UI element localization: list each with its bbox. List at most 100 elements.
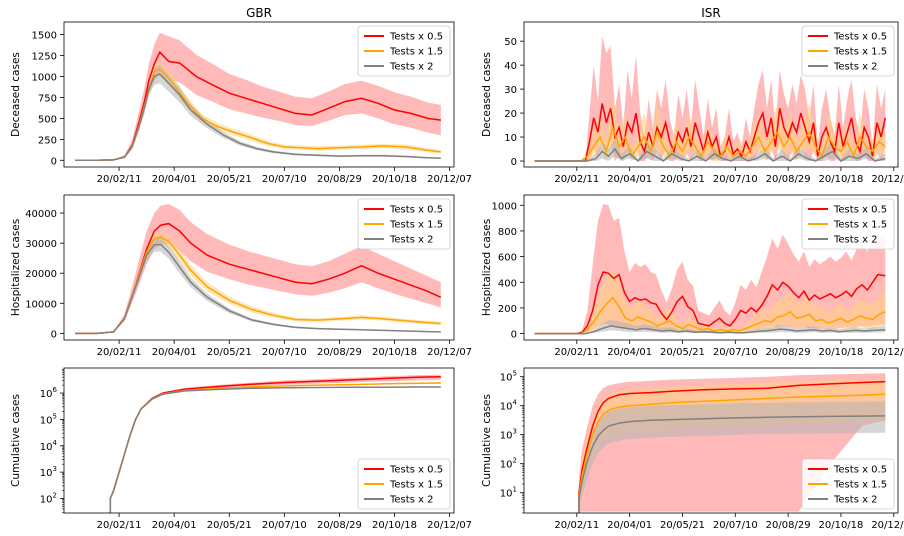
x-tick-label: 20/12/07 xyxy=(427,174,472,185)
x-tick-label: 20/02/11 xyxy=(554,347,599,358)
axes-frame xyxy=(63,367,455,514)
legend-label: Tests x 2 xyxy=(389,235,434,246)
x-tick-label: 20/02/11 xyxy=(97,174,142,185)
series-tests-x-2-line xyxy=(534,325,886,335)
y-tick-label: 600 xyxy=(498,253,517,264)
x-tick-label: 20/05/21 xyxy=(207,520,252,531)
x-tick-label: 20/07/10 xyxy=(713,347,758,358)
y-tick-label: 20 xyxy=(504,109,517,120)
series-tests-x-0-5-line xyxy=(578,380,886,513)
subplot-isr-deceased-cases: ISR 20/02/11 20/04/01 20/05/21 20/07/10 20/08… xyxy=(481,6,904,185)
y-tick-label: 40000 xyxy=(25,209,57,220)
series-tests-x-0-5-line xyxy=(534,103,887,162)
y-tick-label: 106 xyxy=(40,386,58,400)
chart-title: ISR xyxy=(701,6,721,20)
x-tick-label: 20/04/01 xyxy=(152,174,197,185)
series-tests-x-2-band xyxy=(75,64,441,161)
legend-label: Tests x 1.5 xyxy=(389,47,443,58)
y-tick-label: 0 xyxy=(511,157,517,168)
x-tick-label: 20/05/21 xyxy=(660,347,705,358)
x-tick-label: 20/12/07 xyxy=(871,520,904,531)
legend-label: Tests x 0.5 xyxy=(833,205,887,216)
y-tick-label: 0 xyxy=(51,329,57,340)
y-axis-label: Cumulative cases xyxy=(481,394,493,487)
x-tick-label: 20/12/07 xyxy=(871,174,904,185)
x-tick-label: 20/04/01 xyxy=(152,347,197,358)
plot-area xyxy=(75,32,441,162)
x-tick-label: 20/05/21 xyxy=(660,174,705,185)
legend-box xyxy=(357,198,451,250)
series-tests-x-2-line xyxy=(75,73,441,162)
x-tick-label: 20/07/10 xyxy=(713,174,758,185)
legend-box xyxy=(801,25,895,77)
x-tick-label: 20/07/10 xyxy=(713,520,758,531)
legend-box xyxy=(357,25,451,77)
legend-label: Tests x 0.5 xyxy=(389,465,443,476)
y-tick-label: 400 xyxy=(498,278,517,289)
legend-label: Tests x 0.5 xyxy=(389,205,443,216)
subplot-isr-hospitalized-cases: 20/02/11 20/04/01 20/05/21 20/07/10 20/08/29… xyxy=(481,194,904,358)
y-tick-label: 103 xyxy=(40,465,57,479)
x-tick-label: 20/08/29 xyxy=(317,174,362,185)
x-tick-label: 20/05/21 xyxy=(660,520,705,531)
y-tick-label: 104 xyxy=(40,439,58,453)
x-tick-label: 20/10/18 xyxy=(372,174,417,185)
legend-box xyxy=(357,458,451,510)
x-tick-label: 20/12/07 xyxy=(871,347,904,358)
y-tick-label: 103 xyxy=(500,428,517,442)
y-tick-label: 0 xyxy=(51,156,57,167)
legend-label: Tests x 2 xyxy=(389,495,434,506)
legend: Tests x 0.5 Tests x 1.5 Tests x 2 xyxy=(801,198,895,250)
legend-label: Tests x 1.5 xyxy=(833,220,887,231)
y-tick-label: 1500 xyxy=(32,31,57,42)
y-axis-label: Hospitalized cases xyxy=(10,219,22,316)
series-tests-x-0-5-band xyxy=(75,32,441,161)
x-tick-label: 20/12/07 xyxy=(427,520,472,531)
x-tick-label: 20/12/07 xyxy=(427,347,472,358)
x-tick-label: 20/04/01 xyxy=(607,520,652,531)
subplot-gbr-hospitalized-cases: 20/02/11 20/04/01 20/05/21 20/07/10 20/08/29… xyxy=(10,194,472,358)
series-tests-x-1-5-line xyxy=(534,296,886,335)
x-tick-label: 20/02/11 xyxy=(554,520,599,531)
plot-area xyxy=(109,374,441,513)
axes-frame xyxy=(63,21,455,168)
subplot-gbr-deceased-cases: GBR 20/02/11 20/04/01 20/05/21 20/07/10 20/08… xyxy=(10,6,472,185)
x-tick-label: 20/10/18 xyxy=(818,520,863,531)
x-tick-label: 20/07/10 xyxy=(262,174,307,185)
y-tick-label: 30 xyxy=(504,85,517,96)
x-tick-label: 20/04/01 xyxy=(152,520,197,531)
y-tick-label: 104 xyxy=(500,399,518,413)
x-tick-label: 20/10/18 xyxy=(818,174,863,185)
series-tests-x-2-line xyxy=(75,243,441,335)
legend-label: Tests x 2 xyxy=(833,495,878,506)
legend-label: Tests x 1.5 xyxy=(833,480,887,491)
subplot-isr-cumulative-cases: 20/02/11 20/04/01 20/05/21 20/07/10 20/08/29… xyxy=(481,367,904,531)
y-tick-label: 750 xyxy=(38,93,57,104)
x-tick-label: 20/10/18 xyxy=(372,347,417,358)
series-tests-x-2-line xyxy=(109,386,441,513)
series-tests-x-2-line xyxy=(534,147,886,163)
legend-label: Tests x 1.5 xyxy=(833,47,887,58)
legend: Tests x 0.5 Tests x 1.5 Tests x 2 xyxy=(801,25,895,77)
legend: Tests x 0.5 Tests x 1.5 Tests x 2 xyxy=(357,458,451,510)
series-tests-x-1-5-band xyxy=(75,231,441,334)
y-tick-label: 102 xyxy=(500,457,517,471)
y-tick-label: 1000 xyxy=(492,201,517,212)
x-tick-label: 20/08/29 xyxy=(766,174,811,185)
legend-box xyxy=(801,458,895,510)
y-tick-label: 1250 xyxy=(32,52,57,63)
y-tick-label: 200 xyxy=(498,304,517,315)
x-tick-label: 20/02/11 xyxy=(97,520,142,531)
chart-title: GBR xyxy=(246,6,272,20)
y-tick-label: 40 xyxy=(504,61,517,72)
legend-label: Tests x 2 xyxy=(389,62,434,73)
x-tick-label: 20/04/01 xyxy=(607,174,652,185)
x-tick-label: 20/05/21 xyxy=(207,174,252,185)
x-tick-label: 20/08/29 xyxy=(766,520,811,531)
legend: Tests x 0.5 Tests x 1.5 Tests x 2 xyxy=(801,458,895,510)
x-tick-label: 20/07/10 xyxy=(262,520,307,531)
series-tests-x-2-band xyxy=(534,319,886,334)
axes-frame xyxy=(523,367,899,514)
x-tick-label: 20/02/11 xyxy=(554,174,599,185)
